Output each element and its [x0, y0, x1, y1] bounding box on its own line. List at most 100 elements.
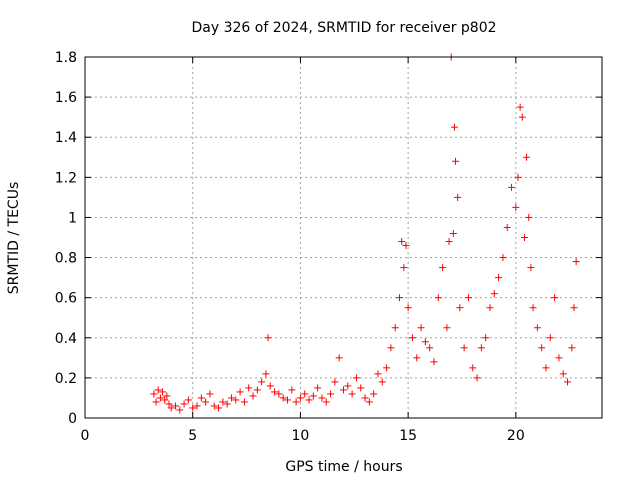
data-point — [555, 354, 563, 362]
data-point — [546, 334, 554, 342]
data-point — [456, 304, 464, 312]
data-point — [514, 173, 522, 181]
data-point — [452, 157, 460, 165]
data-point — [559, 370, 567, 378]
data-point — [570, 304, 578, 312]
grid — [85, 57, 602, 418]
data-point — [266, 382, 274, 390]
data-point — [518, 113, 526, 121]
data-point — [154, 386, 162, 394]
data-point — [150, 390, 158, 398]
data-point — [197, 394, 205, 402]
data-point — [357, 384, 365, 392]
data-point — [525, 213, 533, 221]
data-point — [370, 390, 378, 398]
data-point — [318, 394, 326, 402]
y-tick-label: 1.4 — [55, 130, 77, 146]
data-point — [572, 258, 580, 266]
x-axis-label: GPS time / hours — [285, 459, 402, 475]
data-point — [352, 374, 360, 382]
data-point — [193, 402, 201, 410]
data-point — [305, 396, 313, 404]
data-point — [398, 238, 406, 246]
data-point — [344, 382, 352, 390]
data-point — [482, 334, 490, 342]
data-point — [434, 294, 442, 302]
data-point — [322, 398, 330, 406]
data-point — [335, 354, 343, 362]
data-point — [460, 344, 468, 352]
data-point — [439, 264, 447, 272]
data-point — [454, 193, 462, 201]
data-point — [279, 394, 287, 402]
x-tick-label: 15 — [399, 428, 417, 444]
data-point — [430, 358, 438, 366]
data-point — [421, 338, 429, 346]
y-tick-label: 1.2 — [55, 170, 77, 186]
y-axis-label: SRMTID / TECUs — [6, 182, 22, 295]
data-point — [538, 344, 546, 352]
data-point — [340, 386, 347, 394]
y-tick-label: 0 — [68, 411, 77, 427]
data-point — [473, 374, 481, 382]
data-point — [161, 396, 169, 404]
data-point — [271, 388, 279, 396]
data-point — [176, 406, 184, 414]
chart-title: Day 326 of 2024, SRMTID for receiver p80… — [191, 20, 496, 36]
data-point — [361, 394, 369, 402]
data-point — [275, 390, 283, 398]
data-point — [523, 153, 531, 161]
data-point — [331, 378, 339, 386]
y-tick-label: 1.8 — [55, 50, 77, 66]
y-tick-label: 0.8 — [55, 251, 77, 267]
data-point — [167, 404, 175, 412]
data-points — [150, 53, 580, 414]
data-point — [206, 390, 214, 398]
data-point — [180, 400, 188, 408]
data-point — [156, 394, 164, 402]
data-point — [400, 264, 408, 272]
data-point — [264, 334, 272, 342]
data-point — [413, 354, 421, 362]
data-point — [232, 396, 240, 404]
y-tick-label: 0.4 — [55, 331, 77, 347]
data-point — [227, 394, 235, 402]
data-point — [245, 384, 253, 392]
data-point — [426, 344, 434, 352]
data-point — [292, 398, 300, 406]
data-point — [486, 304, 494, 312]
y-tick-label: 1.6 — [55, 90, 77, 106]
y-tick-label: 1 — [68, 210, 77, 226]
data-point — [449, 229, 457, 237]
data-point — [165, 400, 173, 408]
y-tick-label: 0.6 — [55, 291, 77, 307]
data-point — [171, 402, 179, 410]
data-point — [365, 398, 373, 406]
data-point — [189, 404, 197, 412]
data-point — [396, 294, 404, 302]
data-point — [314, 384, 322, 392]
data-point — [253, 386, 261, 394]
data-point — [445, 238, 453, 246]
data-point — [527, 264, 535, 272]
data-point — [283, 396, 291, 404]
data-point — [499, 254, 507, 262]
data-point — [184, 396, 192, 404]
data-point — [202, 398, 210, 406]
data-point — [495, 274, 503, 282]
axis-ticks: 0 0.2 0.4 0.6 0.8 1 1.2 1.4 1.6 1.8 0 5 10 15 20 — [55, 50, 602, 444]
data-point — [533, 324, 541, 332]
data-point — [288, 386, 296, 394]
data-point — [236, 388, 244, 396]
x-tick-label: 5 — [188, 428, 197, 444]
data-point — [374, 370, 382, 378]
data-point — [210, 402, 218, 410]
data-point — [490, 290, 498, 298]
data-point — [249, 392, 257, 400]
data-point — [223, 400, 231, 408]
data-point — [258, 378, 266, 386]
data-point — [262, 370, 270, 378]
data-point — [520, 234, 528, 241]
x-tick-label: 10 — [292, 428, 310, 444]
